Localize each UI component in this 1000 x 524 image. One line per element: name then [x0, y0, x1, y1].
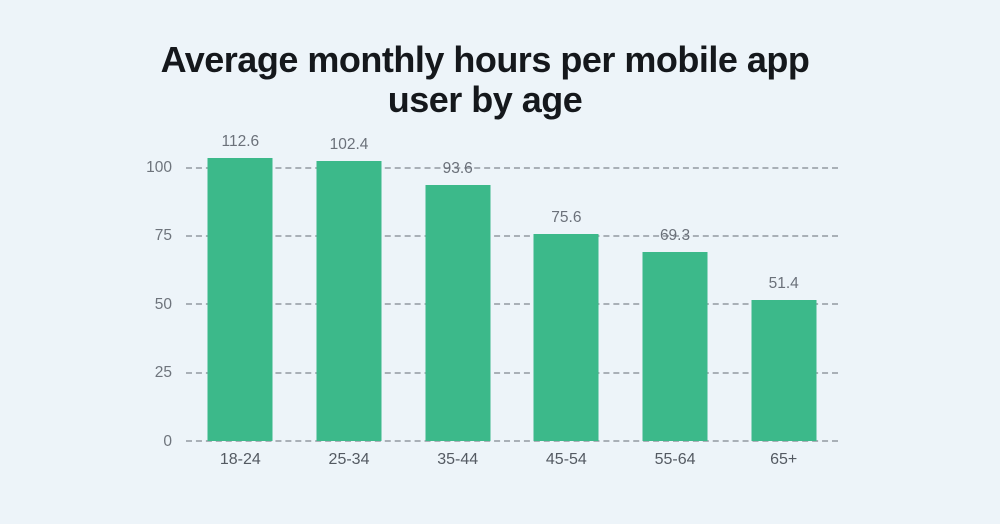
bar	[425, 185, 491, 441]
gridline	[186, 166, 838, 169]
y-tick-label: 100	[146, 158, 172, 176]
gridline	[186, 303, 838, 306]
bar-column: 69.3	[621, 158, 730, 441]
x-tick-label: 65+	[770, 451, 798, 468]
x-axis: 18-24 25-34 35-44 45-54 55-64 65+	[186, 451, 838, 469]
bar-column: 112.6	[186, 133, 295, 441]
x-tick-label: 55-64	[654, 451, 696, 468]
bar-column: 75.6	[512, 158, 621, 441]
gridline	[186, 371, 838, 374]
value-label: 69.3	[659, 226, 691, 244]
bars-row: 112.6 102.4 93.6 75.6 69.3 51.4	[186, 133, 838, 441]
x-tick-label: 25-34	[328, 451, 370, 468]
value-label: 75.6	[551, 209, 582, 227]
y-axis: 0 25 50 75 100	[0, 158, 172, 448]
gridline	[186, 234, 838, 237]
gridline	[186, 440, 838, 442]
value-label: 51.4	[768, 275, 799, 293]
x-tick-label: 18-24	[219, 451, 261, 468]
value-label: 102.4	[329, 136, 369, 154]
value-label: 112.6	[221, 133, 260, 150]
chart-title: Average monthly hours per mobile app use…	[160, 39, 810, 120]
bar	[751, 300, 817, 441]
bar	[316, 161, 382, 441]
value-label: 93.6	[442, 160, 473, 178]
y-tick-label: 0	[163, 432, 172, 450]
y-tick-label: 75	[154, 227, 172, 245]
plot-area: 112.6 102.4 93.6 75.6 69.3 51.4	[186, 133, 838, 442]
bar	[642, 251, 708, 441]
x-tick-label: 35-44	[437, 451, 479, 468]
x-tick-label: 45-54	[545, 451, 587, 468]
bar	[207, 158, 273, 441]
y-tick-label: 25	[154, 363, 172, 381]
bar-column: 93.6	[403, 158, 512, 441]
bar-column: 51.4	[729, 158, 838, 441]
y-tick-label: 50	[154, 295, 172, 313]
bar-column: 102.4	[295, 136, 404, 441]
bar	[533, 234, 599, 441]
